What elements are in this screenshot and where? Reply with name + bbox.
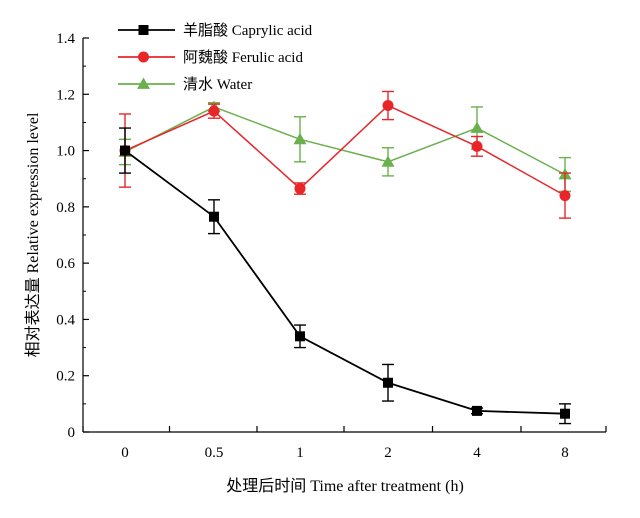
x-tick-label: 8 — [561, 445, 569, 461]
legend-marker — [138, 25, 149, 35]
x-tick-label: 2 — [384, 445, 392, 461]
data-point — [293, 132, 307, 145]
y-tick-label: 1.4 — [56, 31, 75, 47]
data-point — [208, 105, 220, 117]
series-line — [124, 104, 566, 197]
x-axis-label: 处理后时间 Time after treatment (h) — [226, 477, 464, 495]
data-point — [120, 145, 130, 156]
y-tick-label: 0.2 — [56, 369, 75, 385]
y-tick-label: 1.2 — [56, 87, 75, 103]
series-layer — [118, 90, 572, 425]
data-point — [382, 100, 394, 112]
series-1 — [119, 90, 571, 219]
x-tick-label: 0.5 — [205, 445, 224, 461]
series-line — [124, 106, 566, 176]
y-ticks: 0 0.2 0.4 0.6 0.8 1.0 1.2 1.4 — [56, 31, 89, 441]
x-tick-label: 4 — [473, 445, 481, 461]
y-axis-label: 相对表达量 Relative expression level — [24, 112, 42, 357]
data-point — [470, 121, 484, 133]
legend-marker — [137, 77, 150, 89]
data-point — [209, 211, 219, 222]
legend-item: 羊脂酸 Caprylic acid — [118, 22, 313, 39]
y-tick-label: 0.4 — [56, 312, 75, 328]
data-point — [295, 331, 305, 342]
x-tick-label: 1 — [296, 445, 304, 461]
data-point — [381, 155, 395, 167]
data-point — [294, 183, 306, 195]
legend-item: 阿魏酸 Ferulic acid — [118, 49, 303, 66]
x-tick-label: 0 — [121, 445, 129, 461]
data-point — [471, 140, 483, 152]
y-tick-label: 0.6 — [56, 256, 75, 272]
y-tick-label: 0.8 — [56, 200, 75, 216]
legend-item: 清水 Water — [118, 76, 252, 93]
data-point — [472, 405, 482, 416]
legend: 羊脂酸 Caprylic acid 阿魏酸 Ferulic acid 清水 Wate… — [118, 22, 313, 93]
axes — [82, 38, 606, 433]
y-tick-label: 1.0 — [56, 144, 75, 160]
data-point — [383, 377, 393, 388]
data-point — [560, 408, 570, 419]
series-0 — [119, 127, 571, 425]
legend-label: 清水 Water — [183, 76, 252, 93]
x-ticks: 0 0.5 1 2 4 8 — [82, 426, 607, 461]
legend-label: 阿魏酸 Ferulic acid — [183, 49, 303, 66]
legend-label: 羊脂酸 Caprylic acid — [183, 22, 313, 39]
legend-marker — [138, 51, 149, 63]
y-tick-label: 0 — [68, 425, 76, 441]
series-line — [124, 149, 566, 415]
data-point — [559, 190, 571, 202]
